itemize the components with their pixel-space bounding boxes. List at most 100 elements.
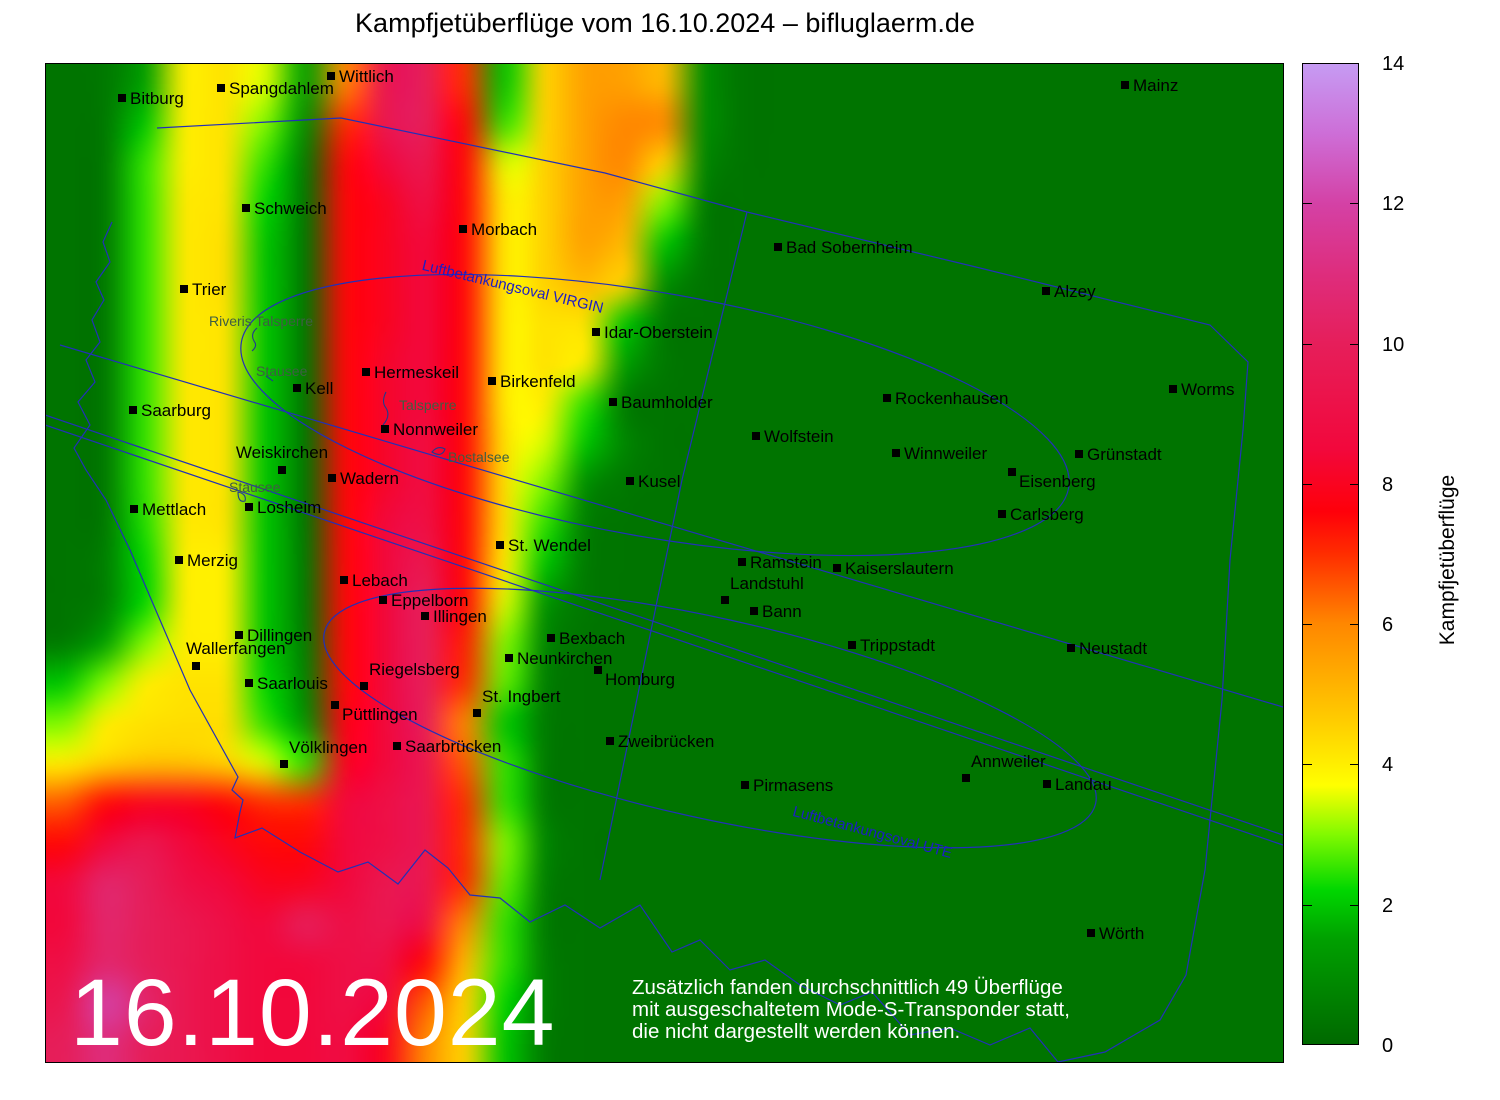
colorbar-gradient [1302, 63, 1359, 1045]
colorbar-tick-label: 8 [1382, 473, 1394, 496]
water-label: Stausee [256, 363, 308, 379]
city-label: Eisenberg [1019, 472, 1096, 491]
colorbar-tick-mark [1350, 764, 1359, 766]
city-label: Wolfstein [764, 427, 834, 446]
city-label: Bexbach [559, 629, 626, 648]
city-marker [421, 612, 429, 620]
city-label: Saarbrücken [405, 737, 502, 756]
city-marker [331, 701, 339, 709]
colorbar-tick-mark [1303, 764, 1312, 766]
city-marker [592, 328, 600, 336]
city-label: Weiskirchen [235, 443, 329, 462]
city-label: Schweich [254, 199, 327, 218]
city-label: Grünstadt [1087, 445, 1162, 464]
city-label: Worms [1181, 380, 1235, 399]
city-marker [459, 225, 467, 233]
city-label: Trier [192, 280, 227, 299]
city-marker [496, 541, 504, 549]
city-marker [327, 72, 335, 80]
city-label: Kaiserslautern [845, 559, 954, 578]
city-label: Völklingen [289, 738, 368, 757]
city-marker [245, 503, 253, 511]
city-label: Saarlouis [257, 674, 328, 693]
colorbar-tick-mark [1303, 483, 1312, 485]
city-label: Dillingen [247, 626, 313, 645]
city-label: Winnweiler [904, 444, 988, 463]
city-label: Baumholder [621, 393, 713, 412]
city-marker [1121, 81, 1129, 89]
transponder-note: Zusätzlich fanden durchschnittlich 49 Üb… [632, 977, 1070, 1043]
city-marker [594, 666, 602, 674]
city-label: Spangdahlem [229, 79, 334, 98]
city-marker [379, 596, 387, 604]
date-overlay: 16.10.2024 [70, 960, 556, 1066]
city-marker [340, 576, 348, 584]
city-label: Idar-Oberstein [604, 323, 713, 342]
city-marker [242, 204, 250, 212]
city-label: Pirmasens [753, 776, 834, 795]
note-line-1: Zusätzlich fanden durchschnittlich 49 Üb… [632, 976, 1063, 999]
city-marker [217, 84, 225, 92]
city-marker [738, 558, 746, 566]
city-marker [393, 742, 401, 750]
city-label: Neunkirchen [517, 649, 613, 668]
city-marker [235, 631, 243, 639]
colorbar-tick-label: 6 [1382, 614, 1394, 637]
city-label: Homburg [605, 670, 675, 689]
city-marker [833, 564, 841, 572]
city-marker [547, 634, 555, 642]
city-label: Riegelsberg [369, 660, 460, 679]
city-marker [1043, 780, 1051, 788]
city-label: Saarburg [141, 401, 211, 420]
water-label: Talsperre [399, 397, 457, 413]
city-marker [118, 94, 126, 102]
city-marker [175, 556, 183, 564]
city-marker [293, 384, 301, 392]
city-label: Nonnweiler [393, 420, 479, 439]
city-label: Wadern [340, 469, 399, 488]
colorbar-tick-label: 0 [1382, 1035, 1394, 1057]
city-label: Illingen [433, 607, 487, 626]
colorbar-tick-mark [1350, 904, 1359, 906]
city-marker [129, 406, 137, 414]
city-marker [1008, 468, 1016, 476]
city-marker [488, 377, 496, 385]
city-label: Mainz [1133, 76, 1179, 95]
city-marker [473, 709, 481, 717]
note-line-2: mit ausgeschaltetem Mode-S-Transponder s… [632, 998, 1070, 1021]
city-label: Merzig [187, 551, 239, 570]
colorbar-tick-mark [1350, 483, 1359, 485]
colorbar-tick-label: 2 [1382, 894, 1394, 917]
city-marker [280, 760, 288, 768]
city-label: Kell [305, 379, 334, 398]
water-label: Bostalsee [448, 449, 510, 465]
city-marker [626, 477, 634, 485]
city-label: Losheim [257, 498, 322, 517]
colorbar-tick-mark [1303, 203, 1312, 205]
city-marker [750, 607, 758, 615]
colorbar-tick-mark [1303, 343, 1312, 345]
colorbar-tick-mark [1303, 624, 1312, 626]
city-label: Neustadt [1079, 639, 1148, 658]
colorbar-tick-label: 4 [1382, 754, 1394, 777]
city-label: St. Wendel [508, 536, 591, 555]
city-marker [848, 641, 856, 649]
water-label: Riveris Talsperre [209, 313, 313, 329]
colorbar-tick-label: 10 [1382, 333, 1405, 356]
city-marker [360, 682, 368, 690]
city-label: Alzey [1054, 282, 1096, 301]
city-marker [774, 243, 782, 251]
city-marker [721, 596, 729, 604]
city-marker [752, 432, 760, 440]
page-title: Kampfjetüberflüge vom 16.10.2024 – biflu… [355, 8, 975, 38]
city-marker [278, 466, 286, 474]
colorbar-axis-label: Kampfjetüberflüge [1436, 474, 1459, 646]
city-marker [998, 510, 1006, 518]
city-marker [606, 737, 614, 745]
city-label: Zweibrücken [618, 732, 715, 751]
city-label: Wittlich [339, 67, 394, 86]
city-marker [328, 474, 336, 482]
city-marker [741, 781, 749, 789]
colorbar-tick-mark [1350, 203, 1359, 205]
city-label: St. Ingbert [482, 687, 561, 706]
